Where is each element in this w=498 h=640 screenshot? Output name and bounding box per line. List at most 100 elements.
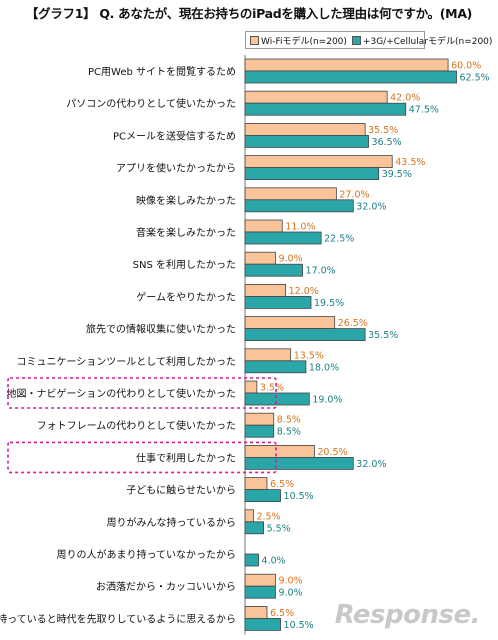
bar-cellular (244, 585, 276, 599)
highlight-box (7, 441, 277, 474)
category-label: 持っていると時代を先取りしているように思えるから (0, 612, 236, 625)
chart-title: 【グラフ1】 Q. あなたが、現在お持ちのiPadを購入した理由は何ですか。(M… (25, 6, 473, 21)
bar-cellular (244, 360, 307, 374)
bar-wifi (244, 348, 292, 362)
category-label: 仕事で利用したかった (136, 451, 236, 464)
value-label-cellular: 19.0% (312, 395, 342, 406)
bar-cellular (244, 424, 275, 438)
value-label-cellular: 22.5% (324, 234, 354, 245)
category-label: 周りがみんな持っているから (107, 516, 237, 529)
value-label-cellular: 32.0% (356, 201, 386, 212)
highlight-box (7, 377, 277, 409)
category-label: ゲームをやりたかった (136, 291, 236, 303)
category-label: 周りの人があまり持っていなかったから (57, 548, 237, 561)
value-label-wifi: 13.5% (294, 350, 324, 361)
bar-cellular (244, 618, 281, 631)
bar-wifi (244, 573, 276, 587)
bar-cellular (244, 167, 380, 181)
bar-cellular (244, 134, 369, 148)
value-label-cellular: 39.5% (382, 169, 412, 180)
value-label-cellular: 47.5% (409, 105, 439, 116)
value-label-cellular: 62.5% (460, 73, 490, 84)
category-label: SNS を利用したかった (133, 259, 236, 271)
value-label-cellular: 17.0% (306, 266, 336, 277)
value-label-wifi: 11.0% (285, 222, 315, 233)
value-label-wifi: 2.5% (256, 511, 280, 522)
value-label-wifi: 27.0% (339, 189, 369, 200)
category-label: PCメールを送受信するため (113, 129, 236, 142)
bar-wifi (244, 251, 276, 265)
category-label: 音楽を楽しみたかった (136, 226, 236, 239)
bar-wifi (244, 477, 268, 491)
bar-wifi (244, 444, 315, 458)
value-label-wifi: 42.0% (390, 93, 420, 104)
bar-cellular (244, 70, 457, 84)
bar-wifi (244, 219, 283, 233)
value-label-wifi: 8.5% (277, 415, 301, 426)
value-label-wifi: 60.0% (451, 61, 481, 72)
category-label: PC用Web サイトを閲覧するため (88, 66, 236, 78)
value-label-cellular: 4.0% (262, 556, 286, 567)
value-label-cellular: 32.0% (356, 459, 386, 470)
category-label: お洒落だから・カッコいいから (96, 580, 236, 593)
bar-cellular (244, 102, 407, 116)
bar-cellular (244, 263, 303, 277)
value-label-cellular: 10.5% (284, 491, 314, 502)
value-label-cellular: 36.5% (372, 137, 402, 148)
value-label-cellular: 10.5% (284, 620, 314, 631)
bar-cellular (244, 521, 265, 535)
legend-swatch-cellular (351, 35, 361, 45)
value-label-wifi: 12.0% (289, 286, 319, 297)
category-label: フォトフレームの代わりとして使いたかった (37, 419, 236, 432)
value-label-cellular: 9.0% (278, 588, 302, 599)
bar-wifi (244, 412, 275, 426)
value-label-wifi: 9.0% (278, 576, 302, 587)
category-label: アプリを使いたかったから (116, 162, 236, 175)
bar-cellular (244, 392, 310, 406)
bar-cellular (244, 553, 259, 567)
value-label-cellular: 18.0% (309, 362, 339, 373)
bar-wifi (244, 58, 449, 72)
bar-cellular (244, 489, 281, 503)
value-label-wifi: 26.5% (338, 318, 368, 329)
value-label-cellular: 19.5% (314, 298, 344, 309)
value-label-wifi: 20.5% (317, 447, 347, 458)
bar-cellular (244, 231, 322, 245)
legend: Wi-Fiモデル(n=200) +3G/+Cellularモデル(n=200) (245, 31, 492, 49)
category-label: 地図・ナビゲーションの代わりとして使いたかった (7, 387, 237, 400)
bar-cellular (244, 328, 366, 342)
bar-cellular (244, 295, 312, 309)
bar-wifi (244, 380, 258, 394)
value-label-cellular: 8.5% (277, 427, 301, 438)
bar-cellular (244, 456, 354, 470)
value-label-cellular: 5.5% (267, 523, 291, 534)
bar-wifi (244, 316, 336, 330)
category-label: 子どもに触らせたいから (126, 484, 236, 497)
bar-wifi (244, 123, 366, 136)
category-label: コミュニケーションツールとして利用したかった (17, 356, 237, 368)
value-label-cellular: 35.5% (368, 330, 398, 341)
bar-wifi (244, 155, 393, 169)
legend-label-cellular: +3G/+Cellularモデル(n=200) (362, 36, 493, 47)
legend-label-wifi: Wi-Fiモデル(n=200) (261, 36, 347, 47)
bar-wifi (244, 187, 337, 201)
value-label-wifi: 43.5% (395, 157, 425, 168)
bar-wifi (244, 283, 287, 297)
category-label: パソコンの代わりとして使いたかった (66, 97, 236, 110)
legend-swatch-wifi (250, 35, 259, 45)
category-label: 旅先での情報収集に使いたかった (86, 323, 236, 336)
value-label-wifi: 6.5% (270, 479, 294, 490)
bar-cellular (244, 199, 354, 213)
bar-wifi (244, 606, 268, 619)
value-label-wifi: 6.5% (270, 608, 294, 619)
value-label-wifi: 35.5% (368, 125, 398, 136)
value-label-wifi: 3.5% (260, 383, 284, 394)
bar-wifi (244, 509, 254, 523)
legend-item-cellular: +3G/+Cellularモデル(n=200) (351, 34, 493, 47)
legend-item-wifi: Wi-Fiモデル(n=200) (250, 34, 347, 47)
category-label: 映像を楽しみたかった (136, 194, 236, 207)
watermark-logo: Response. (334, 600, 481, 630)
value-label-wifi: 9.0% (278, 254, 302, 265)
bar-wifi (244, 90, 388, 104)
